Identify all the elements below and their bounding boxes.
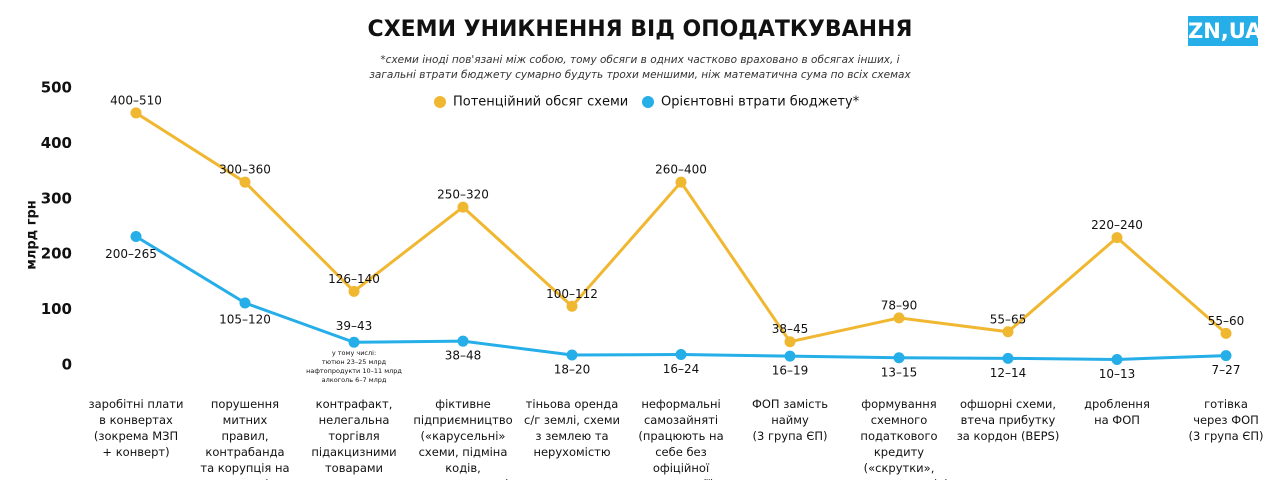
y-tick-label: 500 (41, 79, 72, 97)
value-label: 10–13 (1099, 367, 1136, 381)
value-label: 105–120 (219, 312, 271, 326)
value-label: 7–27 (1212, 363, 1241, 377)
legend-marker (642, 96, 654, 108)
line (135, 111, 1227, 344)
x-tick-label: фіктивне підприємництво («карусельні» сх… (413, 397, 513, 480)
chart-title: СХЕМИ УНИКНЕННЯ ВІД ОПОДАТКУВАННЯ (368, 17, 913, 42)
value-label: 13–15 (881, 365, 918, 379)
value-label: 39–43 (336, 319, 373, 333)
point (1002, 352, 1014, 364)
point (784, 336, 796, 348)
point (784, 350, 796, 362)
value-label: 38–45 (772, 322, 809, 336)
x-tick-label: ФОП замість найму (3 група ЄП) (751, 397, 829, 443)
y-tick-label: 200 (41, 245, 72, 263)
x-tick-label: формування схемного податкового кредиту … (849, 397, 949, 480)
point (1111, 353, 1123, 365)
value-label: 300–360 (219, 163, 271, 177)
point (675, 348, 687, 360)
subtitle: *схеми іноді пов'язані між собою, тому о… (369, 54, 911, 81)
point (239, 297, 251, 309)
value-label: 18–20 (554, 363, 591, 377)
point (893, 352, 905, 364)
point (239, 176, 251, 188)
value-label: 250–320 (437, 188, 489, 202)
point (566, 300, 578, 312)
point (348, 285, 360, 297)
value-label: 200–265 (105, 247, 157, 261)
value-label: 260–400 (655, 163, 707, 177)
x-tick-label: дроблення на ФОП (1084, 397, 1150, 427)
value-label: 55–60 (1208, 314, 1245, 328)
value-label: 16–19 (772, 364, 809, 378)
point (130, 230, 142, 242)
y-axis-label: млрд грн (25, 200, 40, 270)
point (1220, 327, 1232, 339)
point (893, 312, 905, 324)
value-label: 126–140 (328, 272, 380, 286)
x-tick-label: порушення митних правил, контрабанда та … (200, 397, 290, 480)
line (135, 235, 1227, 361)
point (457, 201, 469, 213)
value-label: 100–112 (546, 287, 598, 301)
value-label: 12–14 (990, 366, 1027, 380)
point (1220, 350, 1232, 362)
point (1002, 326, 1014, 338)
legend-marker (434, 96, 446, 108)
point (675, 176, 687, 188)
point (457, 335, 469, 347)
logo: ZN,UA (1188, 16, 1261, 46)
value-label: 400–510 (110, 93, 162, 107)
point (1111, 232, 1123, 244)
x-tick-label: неформальні самозайняті (працюють на себ… (638, 397, 724, 480)
x-tick-label: готівка через ФОП (3 група ЄП) (1188, 397, 1264, 443)
x-tick-label: заробітні плати в конвертах (зокрема МЗП… (88, 397, 184, 459)
x-tick-label: тіньова оренда с/г землі, схеми з землею… (524, 397, 620, 459)
x-tick-label: контрафакт, нелегальна торгівля підакциз… (311, 397, 397, 475)
y-tick-label: 400 (41, 134, 72, 152)
y-tick-label: 300 (41, 189, 72, 207)
y-tick-label: 0 (62, 356, 72, 374)
value-label: 220–240 (1091, 218, 1143, 232)
y-tick-label: 100 (41, 300, 72, 318)
x-tick-label: офшорні схеми, втеча прибутку за кордон … (956, 397, 1060, 443)
value-label: 78–90 (881, 298, 918, 312)
point (566, 349, 578, 361)
point (130, 107, 142, 119)
value-label: 16–24 (663, 362, 700, 376)
point (348, 336, 360, 348)
value-label: 38–48 (445, 349, 482, 363)
legend-label: Орієнтовні втрати бюджету* (661, 95, 860, 110)
legend-label: Потенційний обсяг схеми (453, 95, 628, 110)
value-label: 55–65 (990, 312, 1027, 326)
annotation: у тому числі: тютюн 23–25 млрд нафтопрод… (306, 349, 402, 384)
